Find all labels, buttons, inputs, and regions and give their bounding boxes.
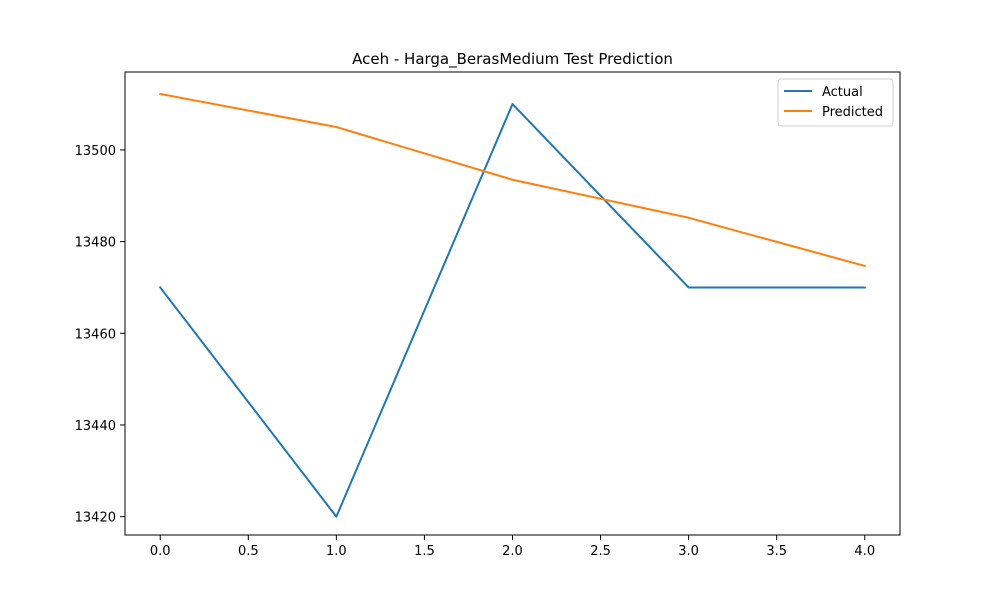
series-line-predicted: [159, 92, 866, 268]
series-layer: [158, 92, 866, 518]
plot-frame: [124, 71, 901, 536]
y-axis-ticks: 13420 13440 13460 13480 13500: [75, 144, 125, 526]
y-tick-label: 13480: [75, 236, 116, 251]
x-tick-label: 2.0: [502, 544, 523, 559]
y-tick-label: 13460: [75, 327, 116, 342]
chart-title: Aceh - Harga_BerasMedium Test Prediction: [352, 50, 673, 69]
x-tick-label: 1.0: [326, 544, 347, 559]
legend-label-actual: Actual: [822, 85, 863, 100]
legend: Actual Predicted: [777, 78, 894, 127]
x-tick-label: 3.5: [766, 544, 787, 559]
legend-label-predicted: Predicted: [822, 105, 883, 120]
x-tick-label: 4.0: [854, 544, 875, 559]
y-tick-label: 13500: [75, 144, 116, 159]
y-tick-label: 13440: [75, 419, 116, 434]
x-tick-label: 0.5: [238, 544, 259, 559]
x-tick-label: 2.5: [590, 544, 611, 559]
y-tick-label: 13420: [75, 511, 116, 526]
x-tick-label: 1.5: [414, 544, 435, 559]
x-tick-label: 3.0: [678, 544, 699, 559]
series-line-actual: [158, 103, 866, 518]
x-axis-ticks: 0.0 0.5 1.0 1.5 2.0 2.5 3.0 3.5 4.0: [150, 535, 875, 559]
x-tick-label: 0.0: [150, 544, 171, 559]
